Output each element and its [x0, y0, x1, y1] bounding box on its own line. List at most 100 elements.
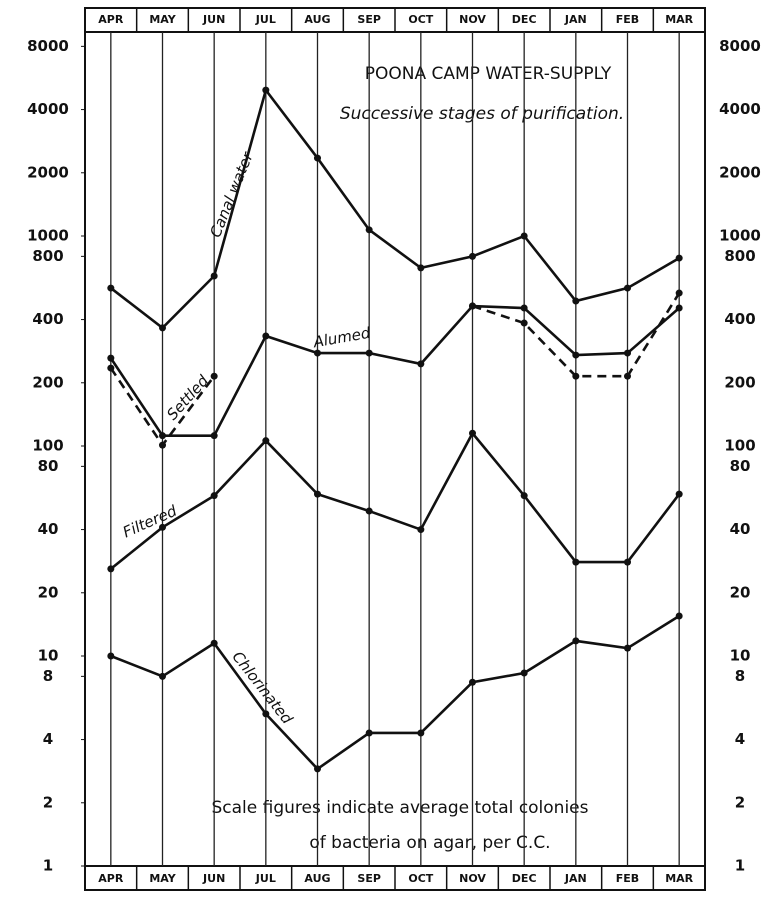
- data-point: [572, 372, 580, 380]
- data-point: [107, 565, 115, 573]
- data-point: [210, 432, 218, 440]
- x-tick-label: AUG: [304, 872, 330, 885]
- data-point: [159, 432, 166, 440]
- series-line: [110, 87, 680, 330]
- data-point: [572, 637, 580, 645]
- series-label: Filtered: [120, 502, 180, 542]
- data-point: [469, 429, 476, 437]
- y2-tick-label: 20: [730, 583, 751, 601]
- data-point: [675, 612, 683, 620]
- x-tick-label: MAY: [149, 13, 176, 26]
- x-tick-label: OCT: [408, 872, 433, 885]
- data-point: [314, 765, 321, 773]
- y-tick-label: 2000: [27, 163, 69, 181]
- y2-tick-label: 2: [735, 793, 745, 811]
- x-tick-label: MAR: [665, 872, 693, 885]
- annotation: Scale figures indicate average total col…: [211, 798, 588, 818]
- y-tick-label: 20: [38, 583, 59, 601]
- series-label: Settled: [163, 371, 212, 423]
- data-point: [675, 304, 683, 312]
- y-tick-label: 40: [38, 520, 59, 538]
- y-tick-label: 1: [43, 857, 53, 875]
- data-point: [520, 669, 528, 677]
- x-tick-label: JAN: [564, 872, 587, 885]
- data-point: [624, 284, 631, 292]
- data-point: [520, 232, 528, 240]
- data-point: [675, 490, 683, 498]
- y2-tick-label: 100: [724, 437, 755, 455]
- data-point: [107, 284, 115, 292]
- data-point: [262, 332, 270, 340]
- y-tick-label: 2: [43, 793, 53, 811]
- x-tick-label: NOV: [459, 872, 486, 885]
- data-point: [107, 652, 115, 660]
- y-tick-label: 400: [32, 310, 63, 328]
- x-tick-label: SEP: [357, 872, 381, 885]
- data-point: [572, 297, 580, 305]
- y-tick-label: 4000: [27, 100, 69, 118]
- y-tick-label: 4: [43, 730, 53, 748]
- annotation: of bacteria on agar, per C.C.: [309, 833, 550, 853]
- data-point: [417, 526, 425, 534]
- data-point: [469, 678, 476, 686]
- y2-tick-label: 800: [724, 247, 755, 265]
- y-tick-label: 80: [38, 457, 59, 475]
- data-point: [572, 351, 580, 359]
- data-point: [210, 272, 218, 280]
- data-point: [624, 349, 631, 357]
- data-point: [469, 252, 476, 260]
- y2-tick-label: 10: [730, 647, 751, 665]
- data-point: [262, 710, 270, 718]
- data-point: [262, 437, 270, 445]
- x-tick-label: SEP: [357, 13, 381, 26]
- y-tick-label: 10: [38, 647, 59, 665]
- y2-tick-label: 400: [724, 310, 755, 328]
- x-tick-label: JUL: [255, 13, 276, 26]
- y-tick-label: 8000: [27, 37, 69, 55]
- data-point: [159, 523, 166, 531]
- y-tick-label: 1000: [27, 227, 69, 245]
- data-point: [675, 289, 683, 297]
- x-tick-label: OCT: [408, 13, 433, 26]
- data-point: [624, 558, 631, 566]
- data-point: [210, 639, 218, 647]
- x-tick-label: APR: [98, 872, 124, 885]
- data-point: [417, 360, 425, 368]
- data-point: [365, 729, 373, 737]
- x-tick-label: DEC: [512, 13, 537, 26]
- data-point: [210, 492, 218, 500]
- data-point: [417, 729, 425, 737]
- series-line: [110, 614, 680, 771]
- x-tick-label: DEC: [512, 872, 537, 885]
- data-point: [107, 364, 115, 372]
- x-tick-label: JUN: [202, 13, 225, 26]
- y2-tick-label: 200: [724, 373, 755, 391]
- data-point: [572, 558, 580, 566]
- series-line: [110, 430, 681, 570]
- data-point: [675, 254, 683, 262]
- data-point: [417, 264, 425, 272]
- y2-tick-label: 1000: [719, 227, 761, 245]
- x-tick-label: NOV: [459, 13, 486, 26]
- series-line: [109, 304, 681, 437]
- data-point: [159, 672, 166, 680]
- data-point: [262, 86, 270, 94]
- y2-tick-label: 4000: [719, 100, 761, 118]
- y2-tick-label: 4: [735, 730, 745, 748]
- data-point: [365, 507, 373, 515]
- chart-title: POONA CAMP WATER-SUPPLY: [365, 64, 612, 84]
- x-tick-label: MAY: [149, 872, 176, 885]
- y2-tick-label: 8: [735, 667, 745, 685]
- x-tick-label: AUG: [304, 13, 330, 26]
- x-tick-label: MAR: [665, 13, 693, 26]
- y-tick-label: 100: [32, 437, 63, 455]
- y2-tick-label: 8000: [719, 37, 761, 55]
- x-tick-label: JUN: [202, 872, 225, 885]
- data-point: [469, 302, 476, 310]
- data-point: [210, 372, 218, 380]
- chart-subtitle: Successive stages of purification.: [340, 104, 624, 124]
- data-point: [624, 372, 631, 380]
- x-tick-label: FEB: [616, 13, 639, 26]
- data-point: [624, 644, 631, 652]
